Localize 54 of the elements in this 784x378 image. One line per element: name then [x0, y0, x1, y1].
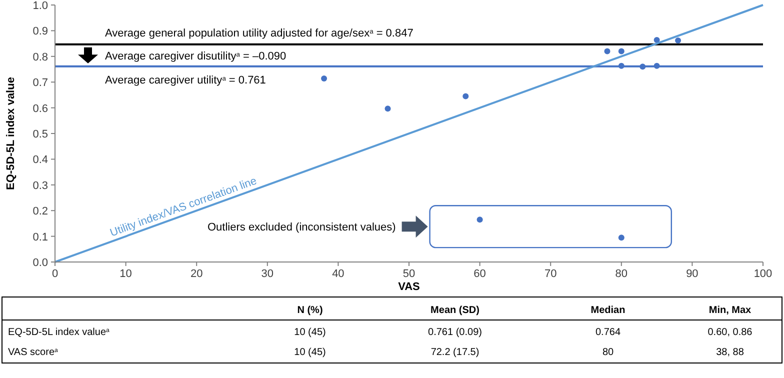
y-tick-label: 0.1	[32, 231, 48, 244]
y-tick-label: 0.7	[32, 77, 48, 90]
x-tick-label: 20	[190, 268, 203, 280]
y-tick-label: 0.0	[32, 257, 48, 269]
x-tick-label: 10	[120, 268, 132, 280]
point	[640, 64, 646, 70]
ref-line-label: Average general population utility adjusted for age/sex$^{a}$ = 0.847	[105, 27, 414, 40]
y-axis-title: EQ-5D-5L index value	[5, 77, 17, 190]
category-label: Mean (SD)	[430, 305, 480, 316]
y-tick-label: 0.8	[32, 51, 48, 64]
x-axis-title: VAS	[398, 281, 420, 293]
point	[654, 62, 660, 69]
y-tick-label: 0.3	[32, 180, 48, 192]
annotation: Outliers excluded (inconsistent values)	[207, 222, 396, 234]
x-tick-label: 0	[52, 268, 58, 280]
annotation: Average caregiver disutility$^{a}$ = –0.090	[105, 50, 286, 62]
y-tick-label: 0.4	[32, 154, 48, 166]
x-tick-label: 30	[261, 268, 274, 280]
category-label: N (%)	[297, 305, 323, 316]
y-tick-label: 0.6	[32, 102, 48, 115]
point	[675, 37, 682, 44]
text: 72.2 (17.5)	[430, 347, 480, 358]
x-tick-label: 50	[402, 268, 416, 280]
y-tick-label: 0.5	[32, 128, 48, 140]
text: 10 (45)	[294, 327, 326, 338]
text: 80	[602, 347, 614, 358]
category-label: Min, Max	[708, 305, 752, 316]
text: 0.60, 0.86	[708, 327, 752, 338]
x-tick-label: 40	[332, 268, 344, 280]
point	[462, 93, 469, 100]
point	[476, 216, 483, 223]
text: 38, 88	[716, 347, 744, 358]
x-tick-label: 80	[615, 268, 628, 280]
point	[618, 62, 624, 69]
x-tick-label: 60	[474, 268, 486, 280]
point	[618, 234, 624, 241]
x-tick-label: 100	[754, 268, 772, 280]
x-tick-label: 90	[686, 268, 698, 280]
category-label: VAS score$^{a}$	[8, 347, 58, 358]
category-label: Median	[590, 305, 626, 316]
point	[604, 48, 610, 54]
text: 0.761 (0.09)	[428, 327, 482, 338]
category-label: EQ-5D-5L index value$^{a}$	[8, 327, 110, 338]
point	[384, 106, 391, 112]
point	[654, 36, 660, 43]
point	[618, 48, 624, 54]
ref-line-label: Average caregiver utility$^{a}$ = 0.761	[105, 74, 266, 86]
y-tick-label: 1.0	[32, 0, 48, 12]
text: 0.764	[595, 327, 621, 338]
y-tick-label: 0.9	[32, 26, 48, 38]
point	[321, 76, 328, 82]
y-tick-label: 0.2	[32, 206, 48, 218]
x-tick-label: 70	[544, 268, 557, 280]
text: 10 (45)	[294, 347, 326, 358]
